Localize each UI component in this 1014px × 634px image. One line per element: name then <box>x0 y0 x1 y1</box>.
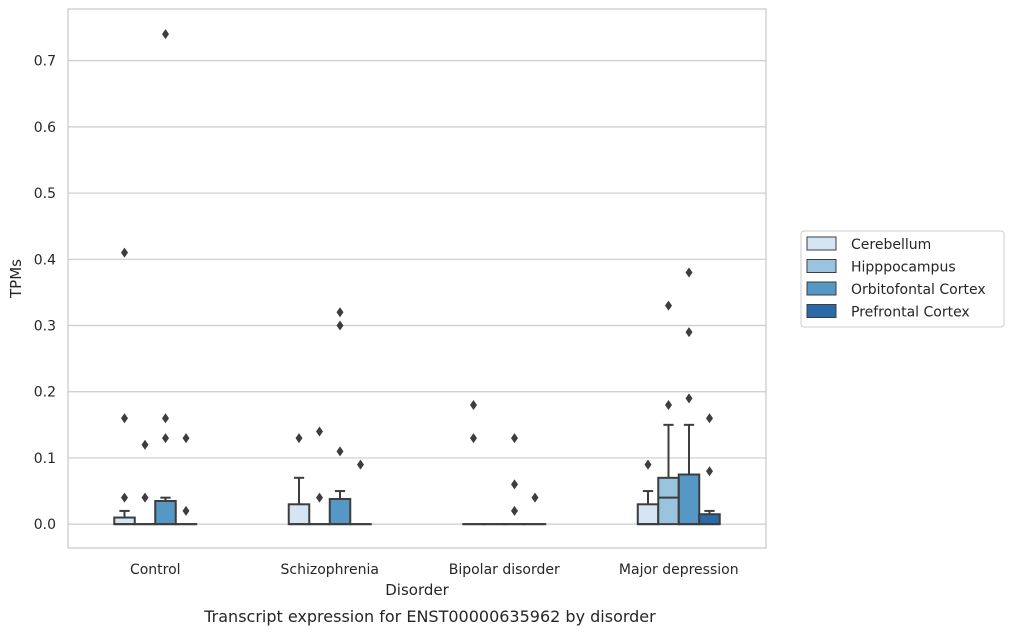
outlier-point <box>162 433 169 444</box>
outlier-point <box>644 459 652 470</box>
outlier-point <box>511 433 518 444</box>
outlier-point <box>706 466 713 477</box>
outlier-point <box>685 327 693 338</box>
box-body <box>154 499 177 526</box>
outlier-point <box>336 446 344 457</box>
outlier-point <box>162 29 169 40</box>
outlier-point <box>336 307 344 318</box>
grid-lines <box>68 60 766 525</box>
legend-label: Cerebellum <box>851 237 931 253</box>
outlier-point <box>470 433 477 444</box>
box-body <box>698 513 721 526</box>
plot-frame <box>67 8 767 549</box>
y-tick-label: 0.3 <box>34 319 56 335</box>
box-prefrontal-cortex <box>698 509 721 526</box>
outlier-point <box>706 413 713 424</box>
x-tick-label: Major depression <box>619 562 739 578</box>
legend-label: Hipppocampus <box>851 260 956 276</box>
outlier-point <box>470 399 477 410</box>
x-tick-label: Bipolar disorder <box>449 562 560 578</box>
outlier-point <box>162 413 169 424</box>
outlier-point <box>141 439 149 450</box>
outlier-point <box>121 492 128 503</box>
y-tick-label: 0.7 <box>34 54 56 70</box>
y-tick-label: 0.6 <box>34 120 56 136</box>
y-tick-labels: 0.0 0.1 0.2 0.3 0.4 0.5 0.6 0.7 <box>34 54 56 534</box>
y-tick-label: 0.0 <box>34 517 56 533</box>
boxes <box>113 423 721 526</box>
x-tick-label: Control <box>130 562 181 578</box>
outlier-point <box>357 459 364 470</box>
box-hipppocampus <box>657 423 680 526</box>
x-tick-label: Schizophrenia <box>281 562 379 578</box>
legend-swatch <box>806 259 837 273</box>
outlier-point <box>295 433 303 444</box>
outlier-point <box>182 433 190 444</box>
box-body <box>657 476 680 526</box>
y-tick-label: 0.2 <box>34 385 56 401</box>
box-cerebellum <box>113 509 136 526</box>
legend: Cerebellum Hipppocampus Orbitofontal Corte… <box>800 230 1005 328</box>
box-orbitofontal-cortex <box>154 496 177 526</box>
outlier-point <box>121 413 128 424</box>
outlier-point <box>316 492 323 503</box>
box-cerebellum <box>287 476 311 526</box>
box-body <box>328 498 352 526</box>
box-orbitofontal-cortex <box>328 490 352 526</box>
outliers <box>121 29 713 516</box>
y-tick-label: 0.4 <box>34 252 56 268</box>
legend-frame <box>800 230 1005 328</box>
outlier-point <box>685 393 693 404</box>
outlier-point <box>665 399 672 410</box>
outlier-point <box>182 505 190 516</box>
box-orbitofontal-cortex <box>677 423 701 526</box>
outlier-point <box>685 267 693 278</box>
y-tick-label: 0.1 <box>34 451 56 467</box>
y-axis-label: TPMs <box>7 259 25 299</box>
legend-swatch <box>806 281 837 296</box>
box-body <box>636 503 660 526</box>
outlier-point <box>665 300 672 311</box>
outlier-point <box>141 492 149 503</box>
outlier-point <box>121 247 128 258</box>
legend-label: Orbitofontal Cortex <box>851 282 986 298</box>
outlier-point <box>511 479 518 490</box>
x-tick-labels: Control Schizophrenia Bipolar disorder Majo… <box>130 562 739 578</box>
outlier-point <box>511 505 518 516</box>
outlier-point <box>316 426 323 437</box>
box-body <box>677 473 701 526</box>
chart-caption: Transcript expression for ENST0000063596… <box>203 607 656 626</box>
x-axis-label: Disorder <box>385 581 449 599</box>
legend-label: Prefrontal Cortex <box>851 305 970 321</box>
box-cerebellum <box>636 490 660 526</box>
legend-swatch <box>806 236 837 251</box>
box-body <box>287 503 311 526</box>
y-tick-label: 0.5 <box>34 186 56 202</box>
outlier-point <box>531 492 539 503</box>
outlier-point <box>336 320 344 331</box>
legend-swatch <box>806 304 837 318</box>
